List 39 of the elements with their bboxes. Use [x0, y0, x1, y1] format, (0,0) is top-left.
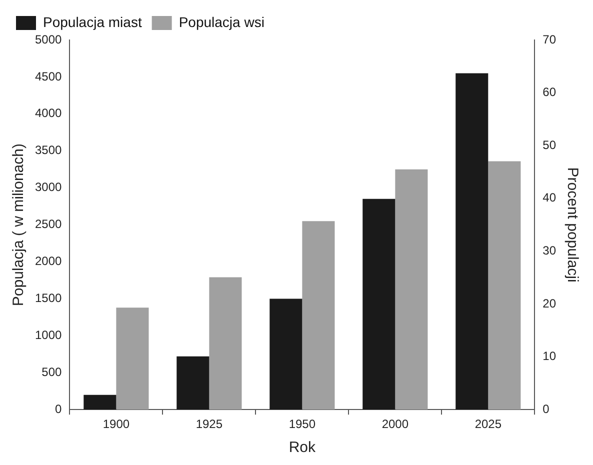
bar: [456, 73, 488, 410]
y-tick-label: 2500: [34, 217, 62, 232]
x-tick-label: 2025: [474, 417, 502, 432]
bar: [395, 169, 428, 410]
y2-tick-label: 70: [542, 32, 556, 46]
x-tick-label: 1900: [102, 417, 130, 432]
y2-tick-label: 10: [542, 349, 556, 364]
y-tick-label: 3500: [34, 143, 62, 158]
y-tick-label: 2000: [34, 254, 62, 268]
y-tick-label: 0: [55, 402, 62, 416]
y2-tick-label: 50: [542, 138, 556, 152]
bar: [362, 198, 396, 410]
bar: [209, 277, 242, 410]
legend-label: Populacja miast: [43, 14, 142, 30]
y-tick-label: 5000: [34, 32, 62, 46]
x-tick-label: 2000: [382, 417, 409, 432]
y-tick-label: 1500: [34, 291, 62, 306]
legend-label: Populacja wsi: [178, 14, 264, 30]
y-tick-label: 4000: [34, 106, 62, 120]
y2-tick-label: 60: [542, 85, 556, 100]
y2-tick-label: 30: [542, 244, 556, 258]
x-tick-label: 1950: [288, 417, 316, 432]
y-axis-title: Populacja ( w milionach): [10, 144, 28, 306]
y-tick-label: 500: [42, 364, 62, 379]
x-tick-label: 1925: [196, 417, 223, 432]
y-tick-label: 4500: [34, 69, 62, 84]
bar: [302, 221, 335, 410]
bar: [488, 161, 521, 410]
y2-axis-title: Procent populacji: [564, 167, 581, 282]
y2-tick-label: 40: [542, 190, 556, 205]
x-axis-title: Rok: [288, 439, 316, 456]
bar: [84, 394, 116, 410]
bar: [270, 298, 302, 410]
y-tick-label: 3000: [34, 180, 62, 194]
y2-tick-label: 0: [542, 402, 550, 416]
y2-tick-label: 20: [542, 296, 556, 310]
y-tick-label: 1000: [34, 328, 62, 342]
bar: [116, 308, 149, 410]
bar: [176, 356, 210, 410]
